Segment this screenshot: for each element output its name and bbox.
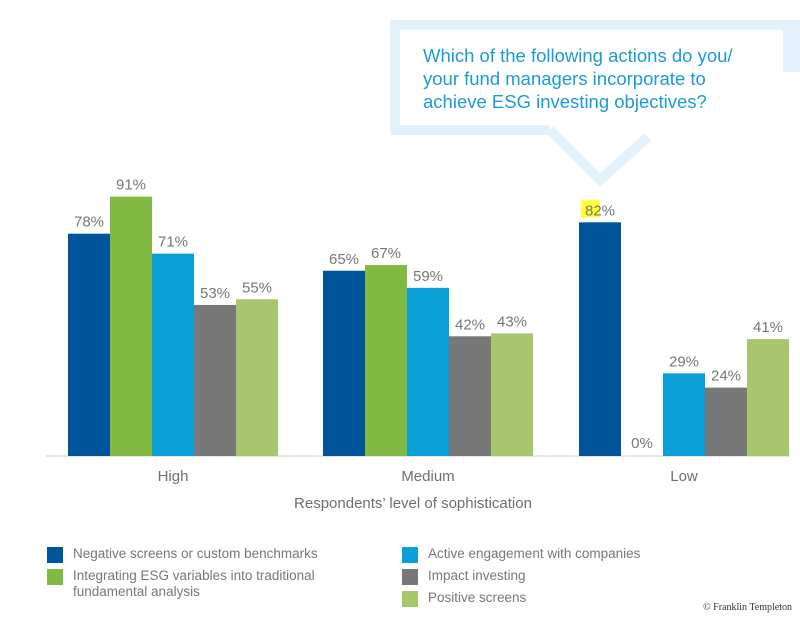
category-label: Low bbox=[670, 468, 698, 485]
bar-value-label: 78% bbox=[74, 214, 104, 231]
callout-pointer bbox=[546, 126, 652, 187]
bar-value-label: 67% bbox=[371, 245, 401, 262]
legend-label: Active engagement with companies bbox=[428, 546, 641, 561]
bar bbox=[68, 233, 110, 456]
copyright: © Franklin Templeton bbox=[703, 602, 792, 613]
legend-label-cont: fundamental analysis bbox=[73, 584, 200, 599]
callout-frame bbox=[390, 20, 800, 135]
bar-value-label: 29% bbox=[669, 353, 699, 370]
legend-item: Negative screens or custom benchmarks bbox=[47, 546, 387, 563]
legend-swatch bbox=[402, 591, 418, 607]
legend-item: Integrating ESG variables into tradition… bbox=[47, 568, 387, 600]
bar bbox=[705, 387, 747, 456]
callout-line: achieve ESG investing objectives? bbox=[423, 91, 707, 112]
bar bbox=[110, 196, 152, 456]
legend-right: Active engagement with companies Impact … bbox=[402, 546, 702, 612]
legend-item: Impact investing bbox=[402, 568, 702, 585]
category-label: High bbox=[158, 468, 189, 485]
bar-value-label: 53% bbox=[200, 285, 230, 302]
legend-label: Negative screens or custom benchmarks bbox=[73, 546, 318, 561]
callout-question: Which of the following actions do you/ y… bbox=[423, 44, 763, 113]
bar-value-label: 59% bbox=[413, 268, 443, 285]
bar bbox=[152, 253, 194, 456]
bar bbox=[747, 339, 789, 456]
legend-swatch bbox=[47, 569, 63, 585]
bar-value-label: 71% bbox=[158, 234, 188, 251]
bar-value-label: 0% bbox=[631, 435, 653, 452]
legend-label: Impact investing bbox=[428, 568, 526, 583]
bar bbox=[407, 287, 449, 456]
category-label: Medium bbox=[401, 468, 454, 485]
bar-value-label: 41% bbox=[753, 319, 783, 336]
callout-line: Which of the following actions do you/ bbox=[423, 45, 733, 66]
bar bbox=[579, 222, 621, 456]
bar-value-label: 91% bbox=[116, 177, 146, 194]
legend-swatch bbox=[47, 547, 63, 563]
legend-label: Positive screens bbox=[428, 590, 527, 605]
bar bbox=[323, 270, 365, 456]
legend-swatch bbox=[402, 547, 418, 563]
legend-label: Integrating ESG variables into tradition… bbox=[73, 568, 315, 583]
callout-line: your fund managers incorporate to bbox=[423, 68, 706, 89]
bar bbox=[491, 333, 533, 456]
legend-item: Active engagement with companies bbox=[402, 546, 702, 563]
x-axis-title: Respondents’ level of sophistication bbox=[294, 495, 532, 512]
bar-value-label: 82% bbox=[585, 202, 615, 219]
bar bbox=[365, 265, 407, 456]
bar-value-label: 65% bbox=[329, 251, 359, 268]
bar bbox=[663, 373, 705, 456]
bar-value-label: 43% bbox=[497, 313, 527, 330]
bar bbox=[236, 299, 278, 456]
bar-value-label: 55% bbox=[242, 279, 272, 296]
legend-left: Negative screens or custom benchmarks In… bbox=[47, 546, 387, 606]
highlight-marker bbox=[581, 200, 600, 218]
legend-swatch bbox=[402, 569, 418, 585]
legend-item: Positive screens bbox=[402, 590, 702, 607]
bar bbox=[194, 304, 236, 456]
bar-value-label: 24% bbox=[711, 368, 741, 385]
bar-value-label: 42% bbox=[455, 316, 485, 333]
bar bbox=[449, 336, 491, 456]
